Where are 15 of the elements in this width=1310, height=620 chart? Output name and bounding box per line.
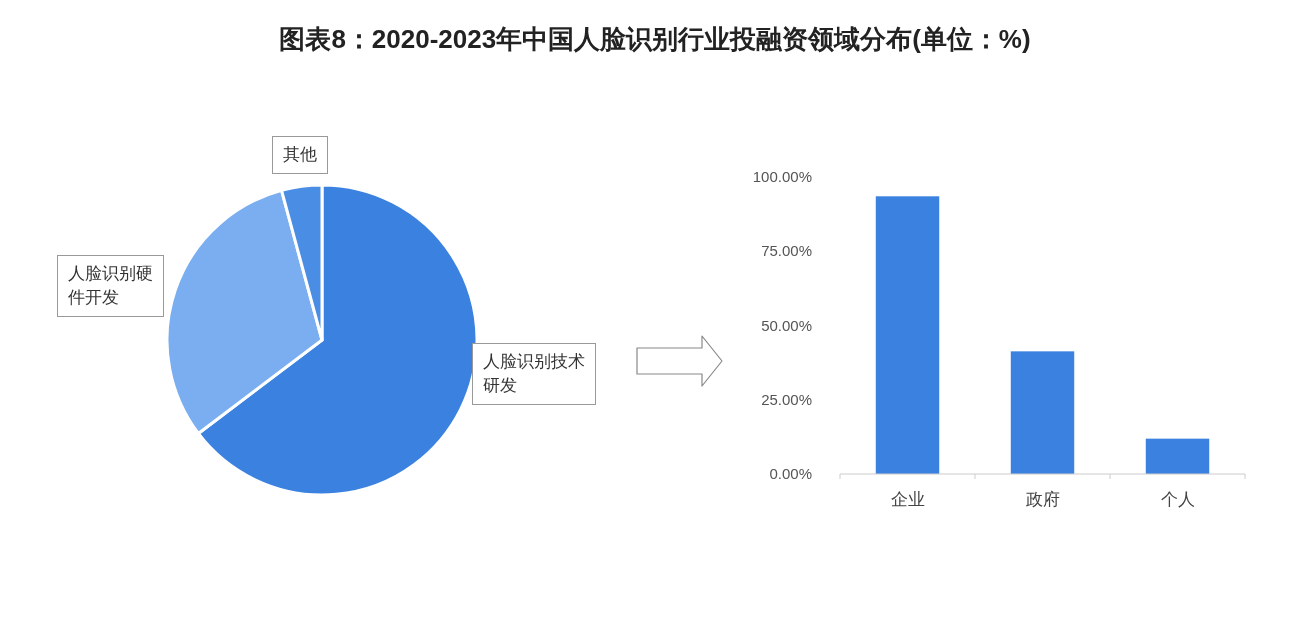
y-tick-label: 100.00%: [752, 168, 812, 185]
text: 图表8：2020-2023年中国人脸识别行业投融资领域分布(单位：%): [278, 23, 1032, 56]
y-tick-label: 25.00%: [761, 390, 812, 408]
x-tick-label: 企业: [890, 490, 925, 509]
y-tick-label: 50.00%: [761, 316, 812, 334]
y-tick-label: 0.00%: [769, 465, 812, 482]
slice-label: 人脸识别硬件开发: [57, 254, 164, 317]
bar: [1010, 351, 1075, 474]
x-tick-label: 个人: [1160, 490, 1195, 509]
y-tick-label: 75.00%: [761, 242, 812, 260]
x-tick-label: 政府: [1025, 490, 1060, 509]
bar: [1145, 438, 1210, 474]
slice-label: 人脸识别技术研发: [471, 343, 596, 406]
slice-label: 其他: [272, 136, 329, 175]
bar: [875, 196, 940, 474]
